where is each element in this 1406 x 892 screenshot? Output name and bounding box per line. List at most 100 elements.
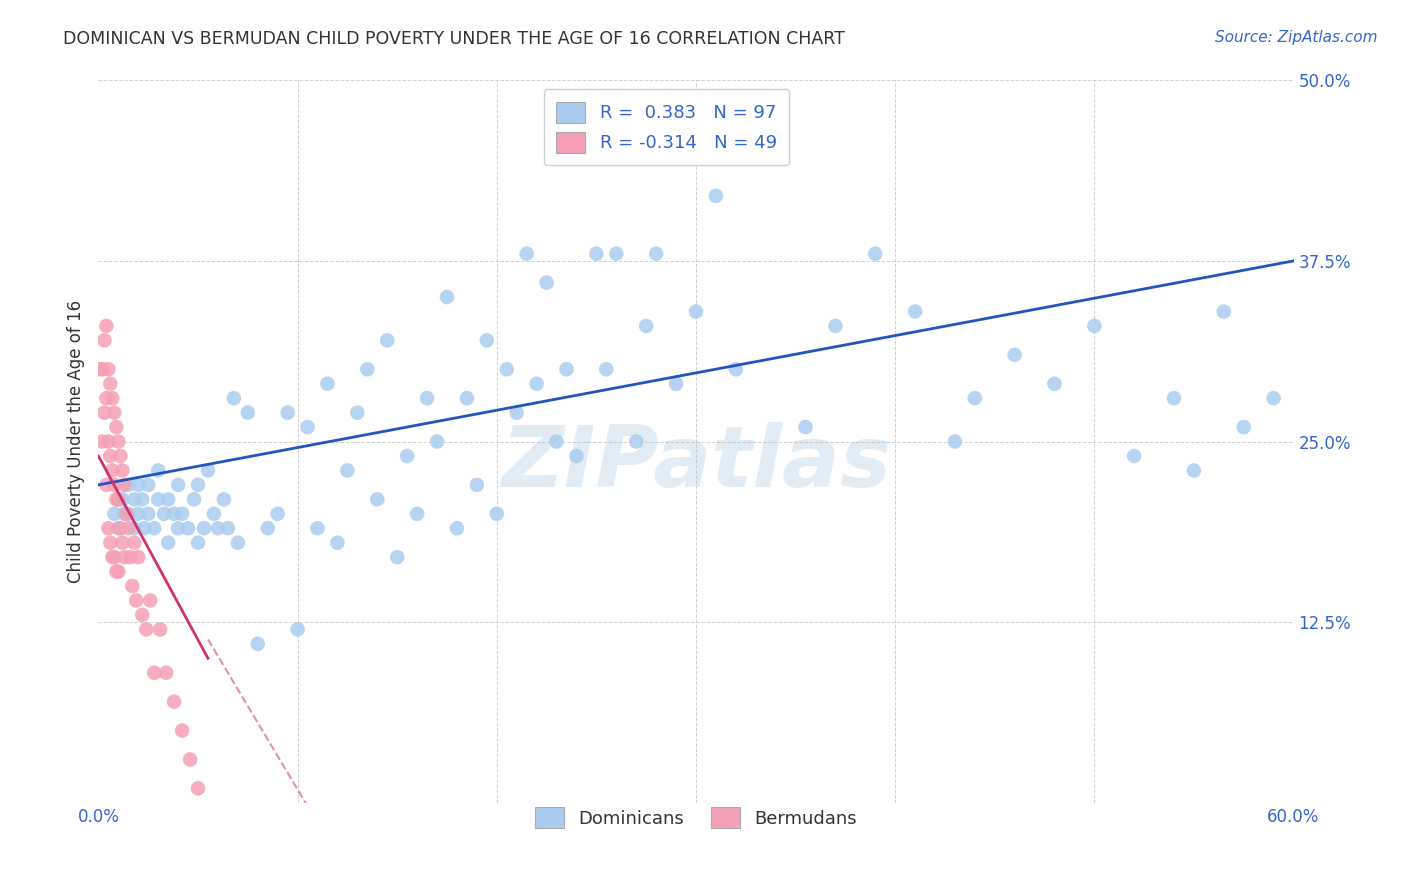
Point (98, 535, 122, 549)
Point (101, 463, 124, 477)
Point (127, 507, 149, 521)
Point (426, 434, 449, 449)
Point (824, 318, 846, 333)
Point (107, 521, 129, 535)
Point (121, 579, 143, 593)
Point (1123, 449, 1146, 463)
Point (724, 362, 747, 376)
Point (96, 318, 118, 333)
Point (143, 665, 166, 680)
Point (943, 434, 966, 449)
Point (135, 623, 157, 637)
Point (704, 189, 727, 203)
Point (436, 290, 458, 304)
Point (326, 535, 349, 549)
Point (416, 391, 439, 405)
Point (117, 478, 139, 492)
Point (127, 550, 149, 565)
Point (157, 492, 180, 507)
Point (307, 521, 329, 535)
Point (236, 406, 259, 420)
Point (111, 535, 134, 549)
Point (904, 304, 927, 318)
Point (136, 478, 159, 492)
Point (665, 376, 688, 391)
Point (97, 434, 120, 449)
Point (124, 535, 146, 549)
Point (179, 752, 201, 766)
Point (546, 434, 568, 449)
Point (207, 521, 229, 535)
Point (336, 463, 359, 477)
Point (506, 406, 529, 420)
Point (148, 463, 170, 477)
Point (149, 623, 172, 637)
Point (626, 434, 648, 449)
Point (107, 492, 129, 507)
Point (456, 391, 478, 405)
Point (963, 391, 986, 405)
Point (1233, 420, 1256, 434)
Point (256, 521, 278, 535)
Point (131, 492, 153, 507)
Point (605, 246, 627, 260)
Point (595, 362, 617, 376)
Point (115, 507, 138, 521)
Point (105, 492, 128, 507)
Point (117, 521, 139, 535)
Point (124, 521, 146, 535)
Point (101, 391, 124, 405)
Point (346, 406, 368, 420)
Point (217, 521, 239, 535)
Point (101, 550, 124, 565)
Legend: Dominicans, Bermudans: Dominicans, Bermudans (522, 795, 870, 841)
Point (96, 391, 118, 405)
Point (98, 376, 122, 391)
Point (183, 492, 205, 507)
Point (107, 434, 129, 449)
Point (103, 550, 125, 565)
Point (396, 449, 419, 463)
Point (187, 478, 209, 492)
Point (110, 449, 132, 463)
Point (89, 362, 111, 376)
Point (526, 376, 548, 391)
Point (105, 565, 128, 579)
Point (1263, 391, 1285, 405)
Point (111, 492, 134, 507)
Point (516, 246, 538, 260)
Point (107, 565, 129, 579)
Point (565, 449, 588, 463)
Point (267, 507, 290, 521)
Point (197, 463, 219, 477)
Point (107, 492, 129, 507)
Point (406, 507, 429, 521)
Point (685, 304, 707, 318)
Point (117, 507, 139, 521)
Point (1182, 463, 1205, 477)
Point (385, 550, 409, 565)
Point (96, 478, 118, 492)
Point (485, 507, 508, 521)
Point (465, 478, 488, 492)
Point (375, 334, 398, 348)
Point (366, 492, 388, 507)
Point (172, 723, 194, 738)
Point (297, 420, 319, 434)
Point (167, 478, 190, 492)
Point (585, 246, 607, 260)
Point (202, 507, 225, 521)
Point (277, 406, 299, 420)
Text: DOMINICAN VS BERMUDAN CHILD POVERTY UNDER THE AGE OF 16 CORRELATION CHART: DOMINICAN VS BERMUDAN CHILD POVERTY UNDE… (63, 30, 845, 48)
Point (187, 535, 209, 549)
Point (127, 478, 149, 492)
Y-axis label: Child Poverty Under the Age of 16: Child Poverty Under the Age of 16 (66, 300, 84, 583)
Point (536, 276, 558, 290)
Point (177, 521, 200, 535)
Point (475, 334, 498, 348)
Point (112, 507, 135, 521)
Point (865, 246, 887, 260)
Point (97, 521, 120, 535)
Point (246, 637, 269, 651)
Point (172, 507, 194, 521)
